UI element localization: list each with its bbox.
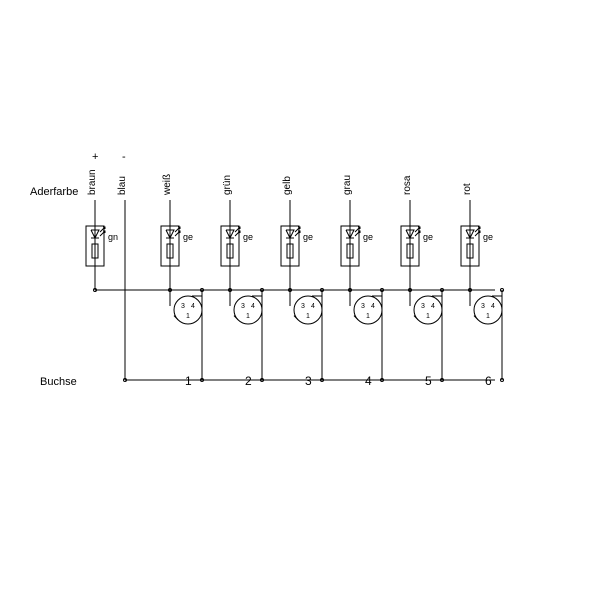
wire-color-label: weiß — [162, 174, 173, 196]
buchse-label: Buchse — [40, 376, 77, 388]
socket-number: 3 — [305, 374, 312, 388]
pin-label: 3 — [181, 303, 185, 310]
pin-label: 1 — [426, 313, 430, 320]
pin-label: 1 — [306, 313, 310, 320]
pin-label: 4 — [311, 303, 315, 310]
led-color-label: ge — [483, 232, 493, 242]
led-color-label: ge — [423, 232, 433, 242]
pin-label: 1 — [186, 313, 190, 320]
plus-label: + — [92, 151, 98, 163]
wire-color-label: grau — [342, 175, 353, 195]
pin-label: 3 — [421, 303, 425, 310]
pin-label: 1 — [366, 313, 370, 320]
pin-label: 4 — [371, 303, 375, 310]
wire-color-label: blau — [117, 176, 128, 195]
pin-label: 3 — [481, 303, 485, 310]
led-color-label: ge — [303, 232, 313, 242]
wire-color-label: grün — [222, 175, 233, 195]
pin-label: 1 — [486, 313, 490, 320]
socket-number: 2 — [245, 374, 252, 388]
led-color-label: gn — [108, 232, 118, 242]
pin-label: 3 — [301, 303, 305, 310]
socket-number: 1 — [185, 374, 192, 388]
led-color-label: ge — [363, 232, 373, 242]
pin-label: 1 — [246, 313, 250, 320]
led-color-label: ge — [243, 232, 253, 242]
pin-label: 3 — [361, 303, 365, 310]
wire-color-label: braun — [87, 169, 98, 195]
wire-color-label: rot — [462, 183, 473, 195]
socket-number: 5 — [425, 374, 432, 388]
minus-label: - — [122, 151, 126, 163]
socket-number: 4 — [365, 374, 372, 388]
wire-color-label: gelb — [282, 176, 293, 195]
pin-label: 4 — [251, 303, 255, 310]
wire-color-label: rosa — [402, 175, 413, 195]
pin-label: 4 — [491, 303, 495, 310]
pin-label: 4 — [191, 303, 195, 310]
aderfarbe-label: Aderfarbe — [30, 186, 78, 198]
socket-number: 6 — [485, 374, 492, 388]
pin-label: 3 — [241, 303, 245, 310]
led-color-label: ge — [183, 232, 193, 242]
pin-label: 4 — [431, 303, 435, 310]
